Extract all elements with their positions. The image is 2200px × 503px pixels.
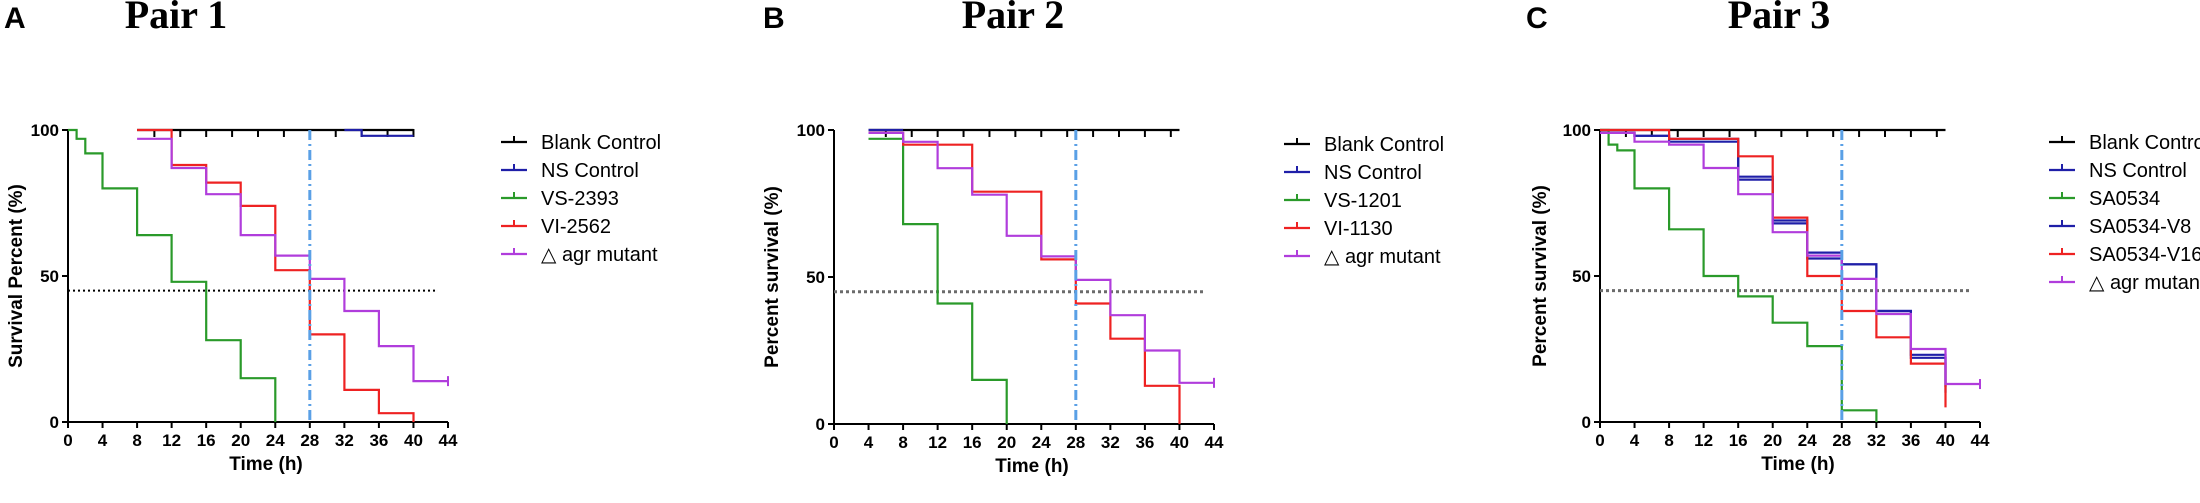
y-tick-label: 0	[1582, 413, 1591, 432]
series-line-5	[137, 137, 448, 383]
y-tick-label: 50	[40, 267, 59, 286]
legend: Blank Control NS Control SA0534 SA0534-V8 SA…	[2049, 132, 2200, 294]
x-tick-label: 40	[404, 431, 423, 450]
x-tick-label: 16	[1729, 431, 1748, 450]
panel-letter: C	[1526, 2, 1548, 35]
x-tick-label: 32	[335, 431, 354, 450]
series-line-5	[1600, 128, 1947, 408]
chart-panel-c: C Pair 3 0 4 8 12 16 20 24 28 32 36 40 44 0 50 100 Time (…	[1526, 0, 2200, 475]
x-tick-label: 36	[369, 431, 388, 450]
x-tick-label: 40	[1936, 431, 1955, 450]
legend-entry: SA0534-V16	[2089, 244, 2200, 266]
legend-entry: VI-1130	[1324, 218, 1393, 240]
y-axis-label: Percent survival (%)	[1530, 185, 1551, 367]
legend-entry: Blank Control	[541, 132, 661, 154]
x-axis-label: Time (h)	[995, 456, 1069, 477]
legend-entry: SA0534	[2089, 188, 2160, 210]
x-tick-label: 4	[98, 431, 108, 450]
y-tick-label: 100	[797, 121, 825, 140]
x-tick-label: 32	[1101, 433, 1120, 452]
x-tick-label: 4	[864, 433, 874, 452]
legend-entry: Blank Control	[2089, 132, 2200, 154]
legend: Blank Control NS Control VS-2393 VI-2562 △ a…	[501, 132, 661, 266]
legend-entry: NS Control	[1324, 162, 1422, 184]
x-tick-label: 28	[300, 431, 319, 450]
series-line-3	[868, 137, 1008, 424]
legend-entry: Blank Control	[1324, 134, 1444, 156]
chart-title: Pair 2	[962, 0, 1065, 37]
x-tick-label: 24	[1032, 433, 1051, 452]
x-tick-label: 24	[1798, 431, 1817, 450]
series-line-5	[868, 131, 1214, 384]
x-axis-label: Time (h)	[229, 454, 303, 475]
series-line-3	[68, 128, 277, 422]
series-line-6	[1600, 131, 1980, 386]
y-tick-label: 0	[50, 413, 59, 432]
legend-entry: VI-2562	[541, 216, 611, 238]
x-tick-label: 12	[1694, 431, 1713, 450]
legend-entry: VS-2393	[541, 188, 619, 210]
legend-entry: VS-1201	[1324, 190, 1402, 212]
x-tick-label: 36	[1135, 433, 1154, 452]
y-tick-label: 50	[806, 268, 825, 287]
x-tick-label: 0	[1595, 431, 1604, 450]
x-tick-label: 0	[829, 433, 838, 452]
x-tick-label: 8	[898, 433, 907, 452]
y-axis-label: Survival Percent (%)	[6, 184, 27, 368]
y-tick-label: 100	[31, 121, 59, 140]
x-tick-label: 28	[1832, 431, 1851, 450]
legend-entry: NS Control	[541, 160, 639, 182]
x-tick-label: 28	[1066, 433, 1085, 452]
x-tick-label: 12	[928, 433, 947, 452]
series-line-4	[137, 128, 415, 422]
legend-entry: △ agr mutant	[1324, 246, 1441, 268]
chart-title: Pair 3	[1728, 0, 1831, 37]
x-tick-label: 36	[1901, 431, 1920, 450]
x-tick-label: 44	[1971, 431, 1990, 450]
x-tick-label: 16	[963, 433, 982, 452]
panel-letter: B	[763, 2, 785, 35]
legend: Blank Control NS Control VS-1201 VI-1130 △ a…	[1284, 134, 1444, 268]
y-axis-label: Percent survival (%)	[762, 186, 783, 368]
x-tick-label: 44	[439, 431, 458, 450]
chart-panel-a: A Pair 1 0 4 8 12 16 20 24 28 32 36 40 44 0 50 100 Time (…	[4, 0, 661, 475]
x-tick-label: 20	[997, 433, 1016, 452]
y-tick-label: 0	[816, 415, 825, 434]
x-tick-label: 20	[1763, 431, 1782, 450]
x-tick-label: 40	[1170, 433, 1189, 452]
x-tick-label: 4	[1630, 431, 1640, 450]
series-line-3	[1600, 128, 1878, 422]
x-tick-label: 0	[63, 431, 72, 450]
y-tick-label: 50	[1572, 267, 1591, 286]
x-tick-label: 20	[231, 431, 250, 450]
x-tick-label: 8	[132, 431, 141, 450]
chart-title: Pair 1	[125, 0, 228, 37]
chart-panel-b: B Pair 2 0 4 8 12 16 20 24 28 32 36 40 44 0 50 100 Time (…	[762, 0, 1444, 477]
x-tick-label: 8	[1664, 431, 1673, 450]
x-tick-label: 16	[197, 431, 216, 450]
y-tick-label: 100	[1563, 121, 1591, 140]
x-axis-label: Time (h)	[1761, 454, 1835, 475]
legend-entry: SA0534-V8	[2089, 216, 2191, 238]
series-line-2	[344, 128, 414, 137]
series-line-4	[868, 131, 1181, 424]
x-tick-label: 32	[1867, 431, 1886, 450]
x-tick-label: 24	[266, 431, 285, 450]
x-tick-label: 44	[1205, 433, 1224, 452]
legend-entry: NS Control	[2089, 160, 2187, 182]
legend-entry: △ agr mutant	[541, 244, 658, 266]
panel-letter: A	[4, 2, 26, 35]
legend-entry: △ agr mutant	[2089, 272, 2200, 294]
x-tick-label: 12	[162, 431, 181, 450]
